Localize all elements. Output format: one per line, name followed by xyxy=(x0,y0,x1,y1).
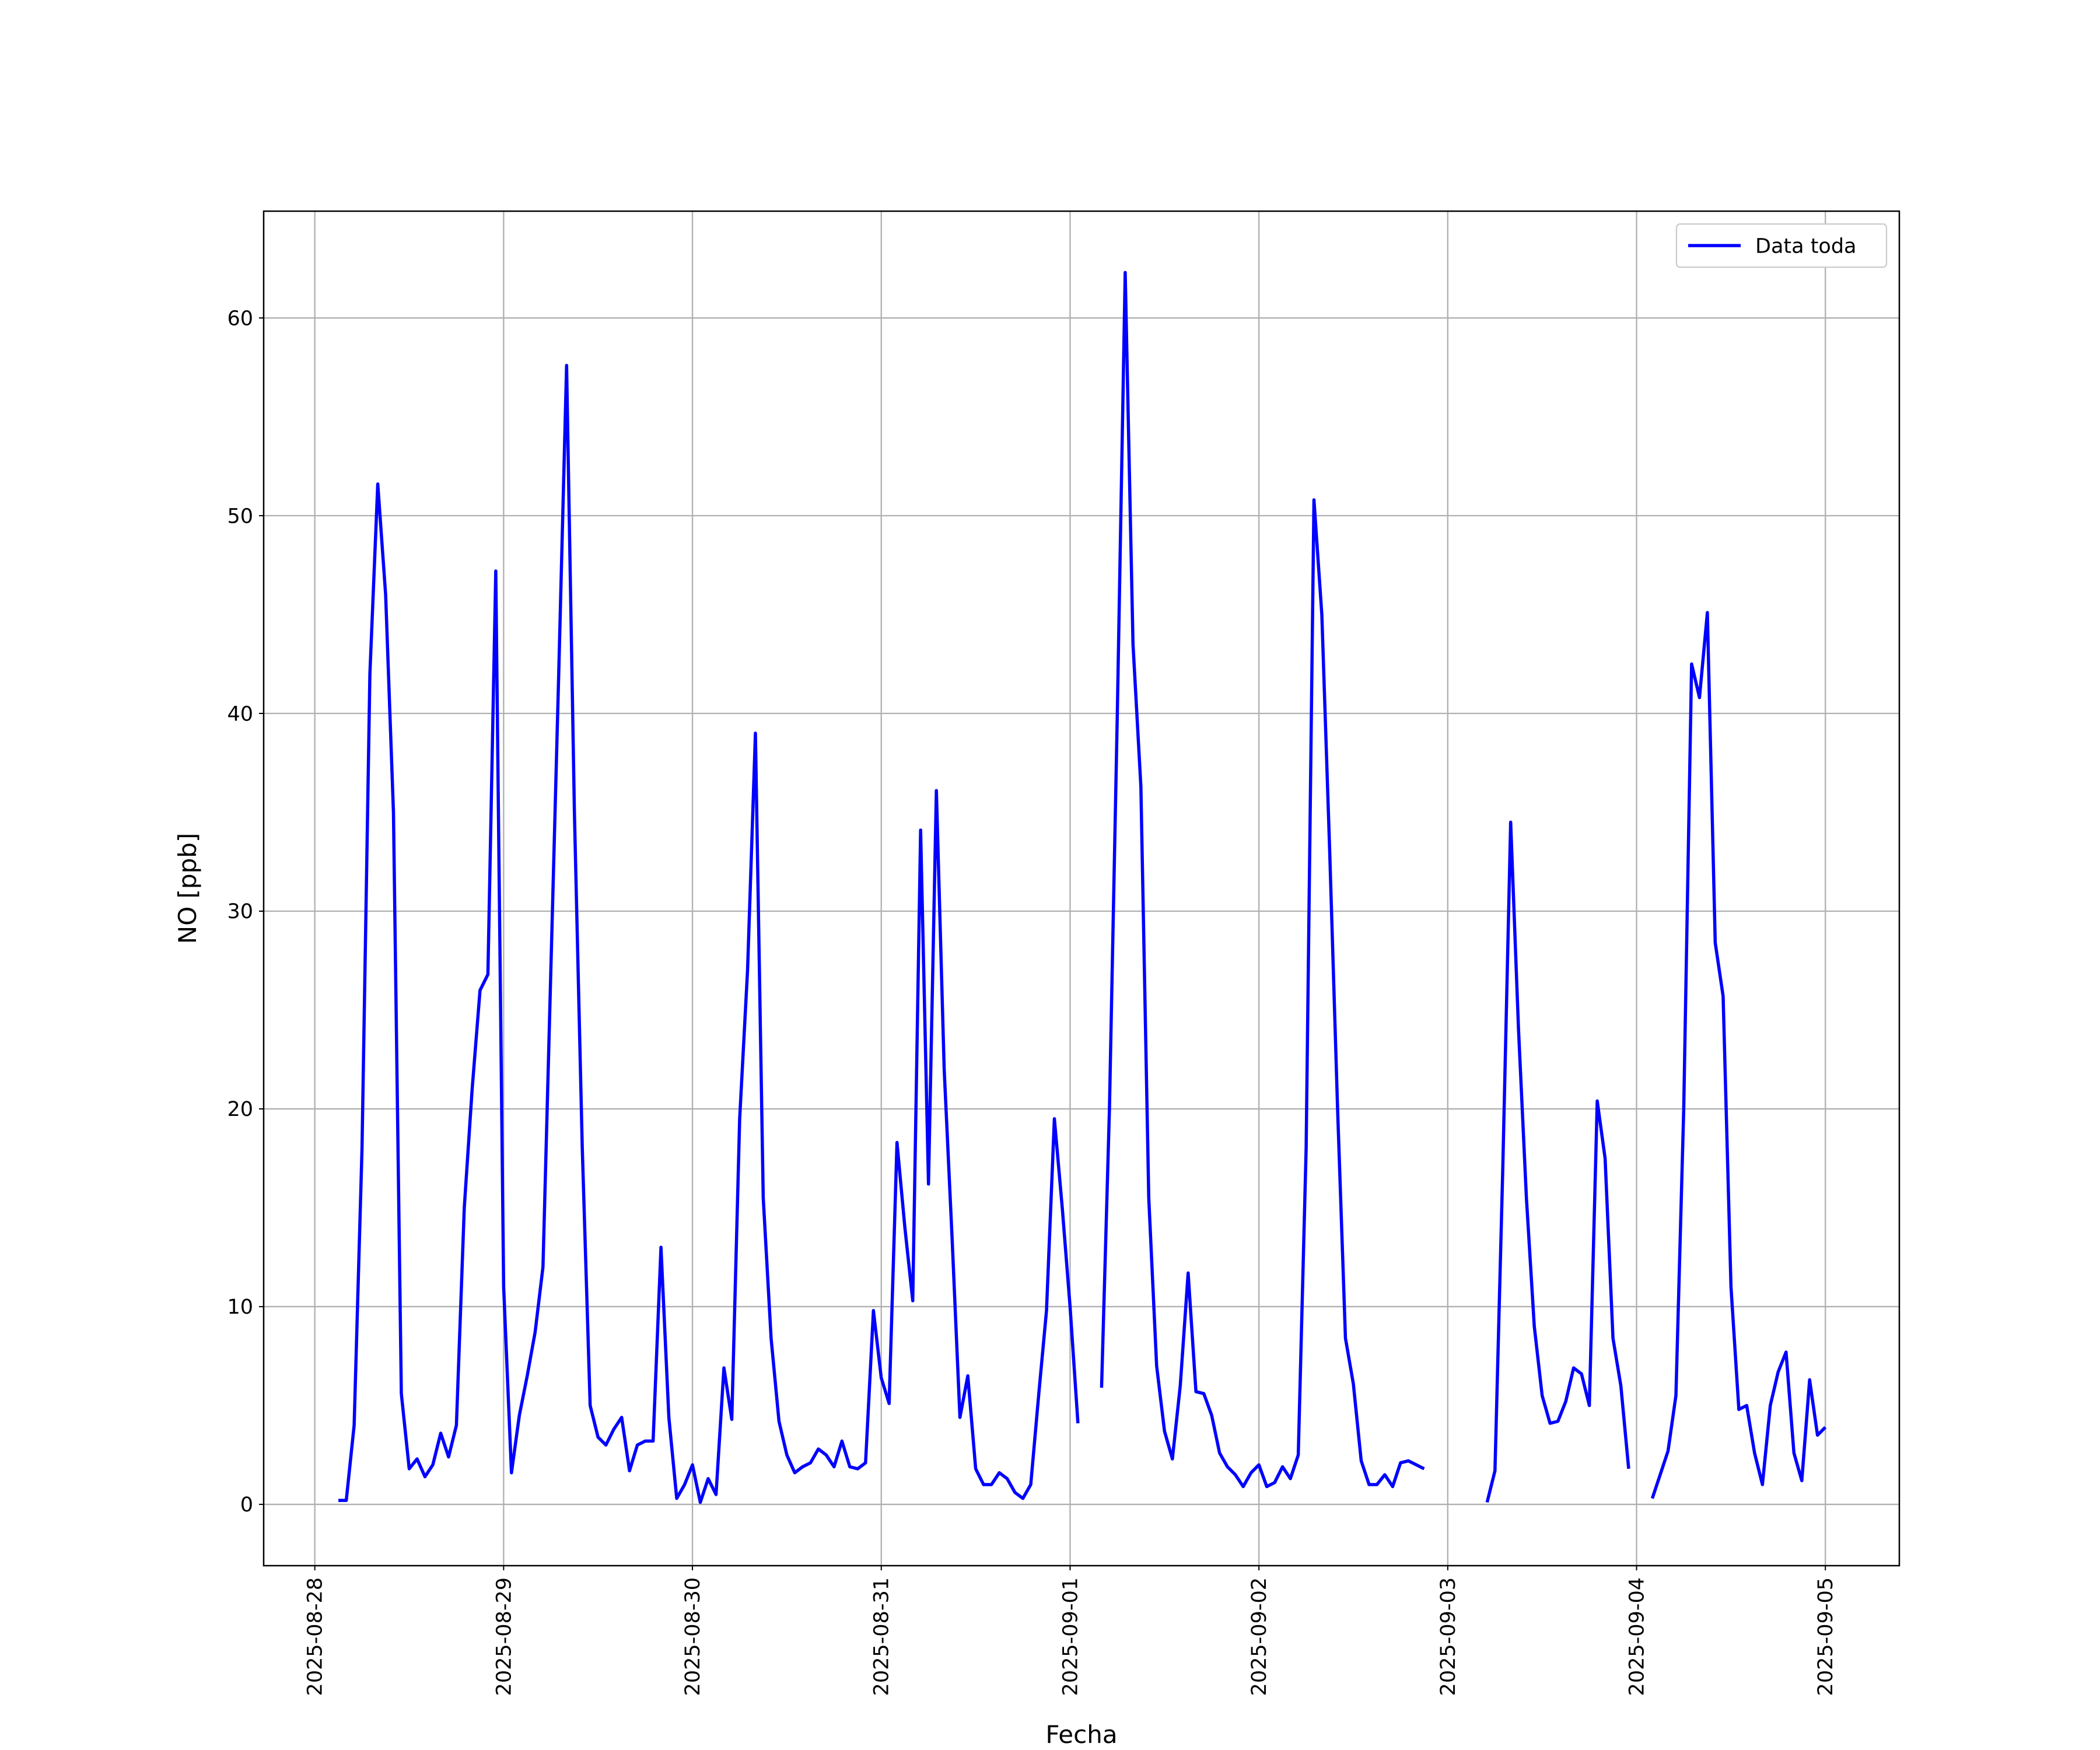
x-tick-label: 2025-08-30 xyxy=(681,1577,705,1696)
x-tick-label: 2025-09-05 xyxy=(1814,1577,1838,1696)
y-tick-label: 20 xyxy=(227,1098,253,1121)
data-line xyxy=(338,271,1827,1504)
legend-label: Data toda xyxy=(1755,235,1857,258)
x-tick-label: 2025-08-31 xyxy=(870,1577,894,1696)
x-tick-label: 2025-09-01 xyxy=(1059,1577,1082,1696)
y-tick-label: 30 xyxy=(227,900,253,923)
y-tick-label: 0 xyxy=(240,1493,253,1517)
y-tick-label: 60 xyxy=(227,307,253,330)
y-tick-label: 40 xyxy=(227,702,253,726)
x-tick-label: 2025-09-02 xyxy=(1248,1577,1271,1696)
x-tick-label: 2025-09-04 xyxy=(1626,1577,1649,1696)
x-tick-label: 2025-08-29 xyxy=(492,1577,516,1696)
y-tick-label: 10 xyxy=(227,1296,253,1319)
x-tick-label: 2025-09-03 xyxy=(1437,1577,1460,1696)
x-tick-label: 2025-08-28 xyxy=(304,1577,327,1696)
plot-frame xyxy=(262,210,1901,1567)
legend-box xyxy=(1675,223,1888,268)
x-axis-label: Fecha xyxy=(1045,1720,1117,1749)
y-tick-label: 50 xyxy=(227,505,253,528)
legend: Data toda xyxy=(1675,223,1888,268)
y-axis-label: NO [ppb] xyxy=(173,833,202,944)
